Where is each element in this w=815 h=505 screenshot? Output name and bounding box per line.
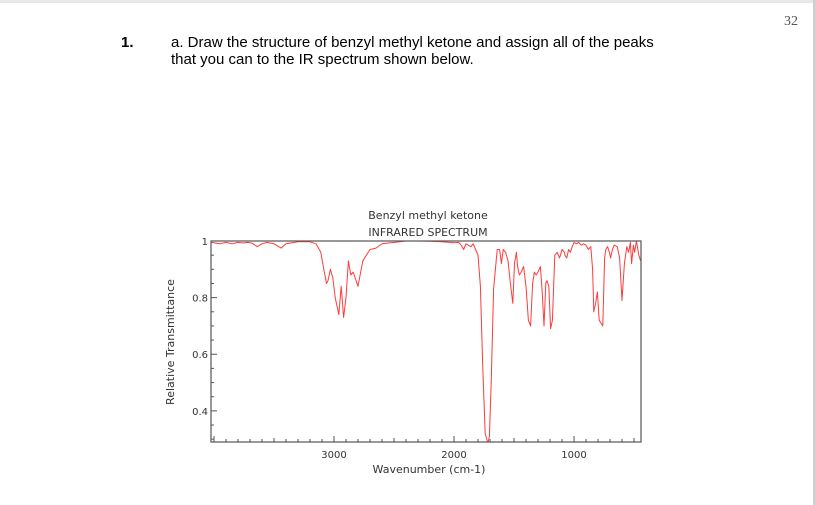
x-tick-label: 2000	[441, 450, 466, 461]
y-tick-label: 0.4	[192, 407, 208, 418]
y-tick-label: 1	[202, 237, 208, 248]
question-line-2: that you can to the IR spectrum shown be…	[171, 51, 474, 68]
x-tick-labels: 3000 2000 1000	[321, 450, 586, 461]
x-tick-label: 1000	[561, 450, 586, 461]
chart-title: Benzyl methyl ketone	[368, 209, 488, 222]
y-tick-label: 0.8	[192, 294, 208, 305]
x-axis-label: Wavenumber (cm-1)	[373, 463, 486, 476]
page-top-border	[0, 0, 815, 3]
chart-subtitle: INFRARED SPECTRUM	[368, 226, 487, 239]
question-text: a. Draw the structure of benzyl methyl k…	[171, 34, 731, 68]
axis-ticks	[211, 240, 635, 442]
y-tick-labels: 1 0.8 0.6 0.4	[192, 237, 208, 418]
y-tick-label: 0.6	[192, 350, 208, 361]
question-line-1: a. Draw the structure of benzyl methyl k…	[171, 34, 654, 51]
page-scrollbar[interactable]	[813, 0, 815, 505]
question-number: 1.	[121, 34, 134, 51]
y-axis-label: Relative Transmittance	[164, 279, 177, 405]
plot-frame	[210, 240, 642, 443]
spectrum-line	[211, 240, 642, 443]
x-tick-label: 3000	[321, 450, 346, 461]
page-number: 32	[784, 14, 798, 29]
